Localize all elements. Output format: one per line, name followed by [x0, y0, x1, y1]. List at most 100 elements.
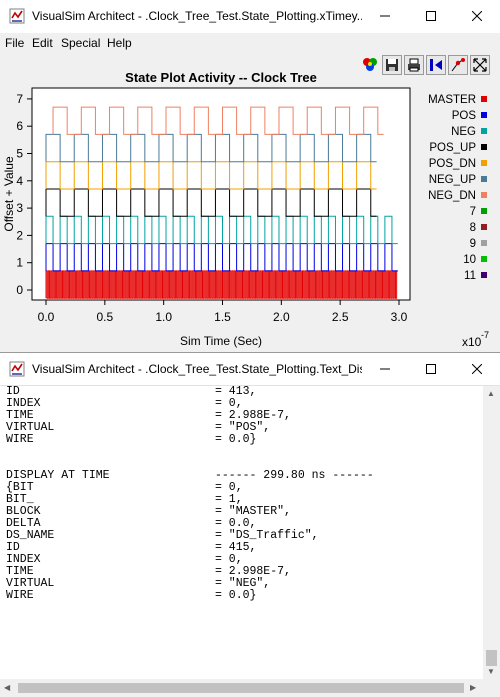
output-key: TIME: [6, 565, 34, 578]
x-tick-label: 0.5: [96, 310, 113, 324]
plot-window-title: VisualSim Architect - .Clock_Tree_Test.S…: [32, 9, 362, 23]
minimize-icon: [380, 15, 390, 17]
reset-axes-icon: [430, 59, 442, 71]
output-value: ------ 299.80 ns ------: [215, 469, 374, 482]
scroll-up-icon[interactable]: ▲: [487, 389, 495, 398]
y-tick-label: 7: [16, 92, 23, 106]
maximize-button[interactable]: [408, 353, 454, 386]
scroll-down-icon[interactable]: ▼: [487, 667, 495, 676]
close-button[interactable]: [454, 0, 500, 33]
legend-label: 11: [464, 270, 476, 282]
x-tick-label: 1.0: [155, 310, 172, 324]
save-button[interactable]: [382, 55, 402, 75]
close-button[interactable]: [454, 353, 500, 386]
legend-label: 10: [463, 254, 476, 266]
horizontal-scrollbar[interactable]: ◀ ▶: [0, 679, 483, 697]
series-line-pos_dn: [45, 161, 377, 190]
x-tick-label: 2.0: [273, 310, 290, 324]
y-axis-label: Offset + Value: [2, 156, 16, 232]
output-value: = 2.998E-7,: [215, 565, 291, 578]
visualsim-app-icon: [9, 361, 25, 377]
scroll-left-icon[interactable]: ◀: [4, 683, 11, 692]
output-value: = "POS",: [215, 421, 271, 434]
output-value: = 0,: [215, 481, 243, 494]
text-window-title: VisualSim Architect - .Clock_Tree_Test.S…: [32, 362, 362, 376]
legend-swatch: [481, 128, 487, 134]
legend-label: POS: [452, 110, 477, 122]
output-key: INDEX: [6, 553, 41, 566]
legend-swatch: [481, 192, 487, 198]
legend-swatch: [481, 96, 487, 102]
y-tick-label: 5: [16, 147, 23, 161]
print-icon: [408, 58, 420, 72]
output-value: = 0,: [215, 553, 243, 566]
y-tick-label: 3: [16, 201, 23, 215]
color-palette-button[interactable]: [360, 55, 380, 75]
x-axis-label: Sim Time (Sec): [180, 334, 262, 348]
legend-label: NEG_UP: [429, 174, 477, 186]
legend-label: NEG_DN: [428, 190, 476, 202]
maximize-icon: [426, 364, 436, 374]
zoom-fit-button[interactable]: [470, 55, 490, 75]
output-value: = "MASTER",: [215, 505, 291, 518]
legend-swatch: [481, 144, 487, 150]
reset-axes-button[interactable]: [426, 55, 446, 75]
legend-label: MASTER: [428, 94, 476, 106]
legend-swatch: [481, 176, 487, 182]
output-key: ID: [6, 386, 20, 398]
output-value: = 1,: [215, 493, 243, 506]
print-button[interactable]: [404, 55, 424, 75]
output-value: = 0.0,: [215, 517, 257, 530]
output-key: WIRE: [6, 433, 34, 446]
fill-button[interactable]: [448, 55, 468, 75]
x-exponent-power: -7: [481, 330, 489, 340]
text-output-area[interactable]: ID = 413, INDEX = 0, TIME = 2.988E-7, VIRTUAL =…: [0, 386, 483, 679]
menu-edit[interactable]: Edit: [32, 36, 53, 50]
save-icon: [386, 59, 398, 71]
plot-window-titlebar[interactable]: VisualSim Architect - .Clock_Tree_Test.S…: [0, 0, 500, 33]
output-key: {BIT: [6, 481, 34, 494]
vertical-scroll-thumb[interactable]: [486, 650, 497, 666]
output-value: = 413,: [215, 386, 257, 398]
chart-title: State Plot Activity -- Clock Tree: [125, 70, 317, 85]
y-tick-label: 2: [16, 228, 23, 242]
output-value: = 415,: [215, 541, 257, 554]
legend-label: 7: [470, 206, 476, 218]
x-tick-label: 3.0: [391, 310, 408, 324]
maximize-button[interactable]: [408, 0, 454, 33]
color-palette-icon: [363, 58, 377, 71]
scrollbar-corner: [483, 679, 500, 697]
legend-swatch: [481, 160, 487, 166]
legend-swatch: [481, 272, 487, 278]
fill-icon: [451, 58, 465, 72]
output-key: WIRE: [6, 589, 34, 602]
plot-toolbar: [360, 55, 500, 77]
maximize-icon: [426, 11, 436, 21]
minimize-button[interactable]: [362, 353, 408, 386]
legend-swatch: [481, 256, 487, 262]
menu-help[interactable]: Help: [107, 36, 132, 50]
vertical-scrollbar[interactable]: ▲ ▼: [483, 386, 500, 679]
legend-swatch: [481, 208, 487, 214]
text-window-titlebar[interactable]: VisualSim Architect - .Clock_Tree_Test.S…: [0, 353, 500, 386]
output-value: = "DS_Traffic",: [215, 529, 319, 542]
menu-file[interactable]: File: [5, 36, 25, 50]
series-line-master: [45, 270, 398, 299]
output-key: VIRTUAL: [6, 421, 55, 434]
minimize-icon: [380, 368, 390, 370]
horizontal-scroll-thumb[interactable]: [18, 683, 464, 693]
output-value: = 2.988E-7,: [215, 409, 291, 422]
output-key: BIT_: [6, 493, 34, 506]
output-key: DELTA: [6, 517, 41, 530]
y-tick-label: 6: [16, 119, 23, 133]
legend-swatch: [481, 112, 487, 118]
output-value: = "NEG",: [215, 577, 271, 590]
output-key: DS_NAME: [6, 529, 55, 542]
scroll-right-icon[interactable]: ▶: [470, 683, 477, 692]
text-display-window: VisualSim Architect - .Clock_Tree_Test.S…: [0, 352, 500, 697]
x-exponent-label: x10: [462, 335, 482, 349]
output-key: INDEX: [6, 397, 41, 410]
output-key: BLOCK: [6, 505, 41, 518]
minimize-button[interactable]: [362, 0, 408, 33]
menu-special[interactable]: Special: [61, 36, 101, 50]
